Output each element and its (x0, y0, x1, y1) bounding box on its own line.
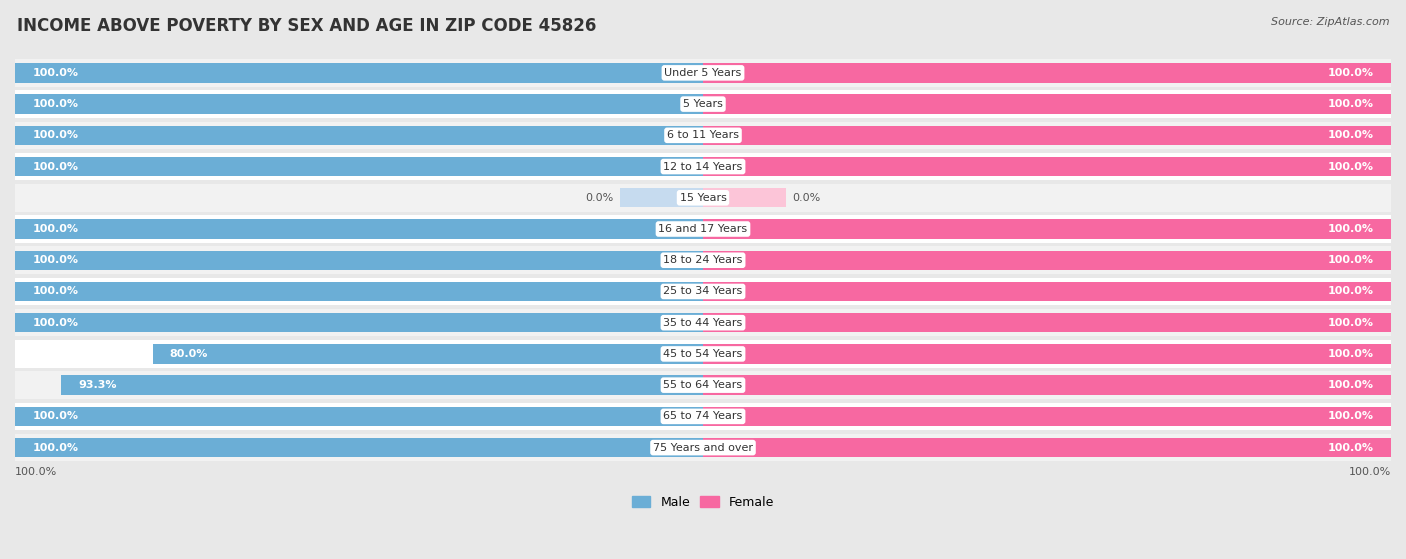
Bar (15, 91, 703, 118)
Bar (15, 402, 703, 430)
Text: 100.0%: 100.0% (1327, 68, 1374, 78)
Text: 65 to 74 Years: 65 to 74 Years (664, 411, 742, 421)
Bar (15, 309, 703, 337)
Bar (703, 157, 1391, 176)
Text: 100.0%: 100.0% (1327, 349, 1374, 359)
Bar (15, 247, 703, 274)
Text: 100.0%: 100.0% (32, 411, 79, 421)
Bar (703, 63, 1391, 83)
Bar (15, 122, 703, 149)
Bar (15, 157, 703, 176)
Bar (15, 438, 703, 457)
Bar (60, 376, 703, 395)
Bar (703, 371, 1391, 399)
Text: Source: ZipAtlas.com: Source: ZipAtlas.com (1271, 17, 1389, 27)
Text: 55 to 64 Years: 55 to 64 Years (664, 380, 742, 390)
Text: 100.0%: 100.0% (1327, 380, 1374, 390)
Bar (15, 407, 703, 426)
Bar (703, 340, 1391, 368)
Bar (15, 250, 703, 270)
Bar (15, 184, 703, 211)
Text: 80.0%: 80.0% (170, 349, 208, 359)
Bar (703, 407, 1391, 426)
Text: 100.0%: 100.0% (1327, 286, 1374, 296)
Bar (15, 282, 703, 301)
Text: 100.0%: 100.0% (32, 286, 79, 296)
Text: 100.0%: 100.0% (1327, 99, 1374, 109)
Text: 6 to 11 Years: 6 to 11 Years (666, 130, 740, 140)
Bar (15, 215, 703, 243)
Text: 100.0%: 100.0% (1327, 411, 1374, 421)
Text: 100.0%: 100.0% (15, 467, 58, 477)
Text: 0.0%: 0.0% (585, 193, 613, 203)
Bar (703, 153, 1391, 181)
Bar (703, 188, 786, 207)
Text: 12 to 14 Years: 12 to 14 Years (664, 162, 742, 172)
Text: 5 Years: 5 Years (683, 99, 723, 109)
Bar (703, 219, 1391, 239)
Text: 100.0%: 100.0% (1348, 467, 1391, 477)
Bar (703, 215, 1391, 243)
Bar (15, 371, 703, 399)
Text: 100.0%: 100.0% (32, 162, 79, 172)
Text: 100.0%: 100.0% (1327, 130, 1374, 140)
Bar (15, 94, 703, 114)
Text: 25 to 34 Years: 25 to 34 Years (664, 286, 742, 296)
Bar (703, 282, 1391, 301)
Bar (15, 219, 703, 239)
Bar (15, 126, 703, 145)
Bar (703, 126, 1391, 145)
Text: 100.0%: 100.0% (1327, 162, 1374, 172)
Text: 100.0%: 100.0% (32, 255, 79, 265)
Bar (15, 59, 703, 87)
Text: 93.3%: 93.3% (79, 380, 117, 390)
Legend: Male, Female: Male, Female (627, 491, 779, 514)
Text: 75 Years and over: 75 Years and over (652, 443, 754, 453)
Bar (703, 184, 1391, 211)
Bar (703, 434, 1391, 461)
Bar (703, 309, 1391, 337)
Bar (703, 122, 1391, 149)
Bar (15, 340, 703, 368)
Text: 100.0%: 100.0% (32, 99, 79, 109)
Text: 45 to 54 Years: 45 to 54 Years (664, 349, 742, 359)
Text: Under 5 Years: Under 5 Years (665, 68, 741, 78)
Bar (703, 402, 1391, 430)
Text: 100.0%: 100.0% (1327, 255, 1374, 265)
Bar (703, 91, 1391, 118)
Bar (703, 313, 1391, 333)
Text: 16 and 17 Years: 16 and 17 Years (658, 224, 748, 234)
Bar (15, 313, 703, 333)
Bar (153, 344, 703, 363)
Bar (15, 434, 703, 461)
Bar (15, 153, 703, 181)
Bar (15, 63, 703, 83)
Bar (703, 247, 1391, 274)
Bar (703, 94, 1391, 114)
Bar (703, 59, 1391, 87)
Text: 100.0%: 100.0% (1327, 318, 1374, 328)
Text: 0.0%: 0.0% (793, 193, 821, 203)
Bar (703, 250, 1391, 270)
Bar (703, 278, 1391, 305)
Bar (620, 188, 703, 207)
Text: 100.0%: 100.0% (32, 68, 79, 78)
Text: 18 to 24 Years: 18 to 24 Years (664, 255, 742, 265)
Text: 35 to 44 Years: 35 to 44 Years (664, 318, 742, 328)
Bar (703, 376, 1391, 395)
Text: 100.0%: 100.0% (32, 130, 79, 140)
Bar (703, 344, 1391, 363)
Text: 100.0%: 100.0% (32, 443, 79, 453)
Text: 15 Years: 15 Years (679, 193, 727, 203)
Text: 100.0%: 100.0% (32, 224, 79, 234)
Bar (703, 438, 1391, 457)
Text: 100.0%: 100.0% (1327, 443, 1374, 453)
Text: 100.0%: 100.0% (1327, 224, 1374, 234)
Text: 100.0%: 100.0% (32, 318, 79, 328)
Bar (15, 278, 703, 305)
Text: INCOME ABOVE POVERTY BY SEX AND AGE IN ZIP CODE 45826: INCOME ABOVE POVERTY BY SEX AND AGE IN Z… (17, 17, 596, 35)
